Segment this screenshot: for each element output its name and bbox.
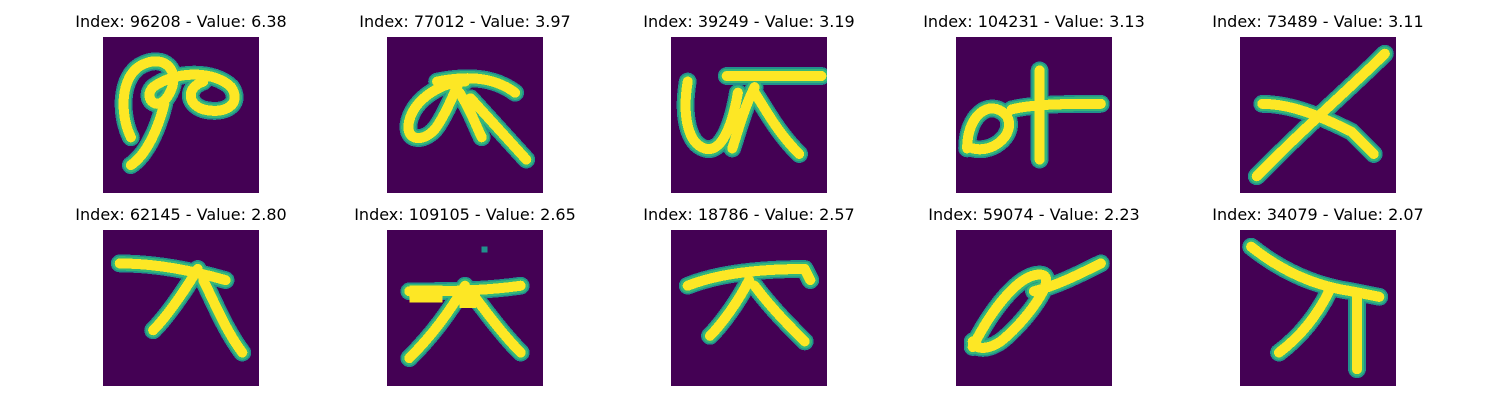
panel-10: Index: 34079 - Value: 2.07 xyxy=(1188,193,1448,393)
panel-3: Index: 39249 - Value: 3.19 xyxy=(619,0,879,200)
panel-title: Index: 39249 - Value: 3.19 xyxy=(643,12,855,31)
glyph-image xyxy=(671,37,827,193)
panel-title: Index: 73489 - Value: 3.11 xyxy=(1212,12,1424,31)
glyph-image xyxy=(103,230,259,386)
panel-8: Index: 18786 - Value: 2.57 xyxy=(619,193,879,393)
panel-title: Index: 96208 - Value: 6.38 xyxy=(75,12,287,31)
glyph-image xyxy=(387,230,543,386)
panel-5: Index: 73489 - Value: 3.11 xyxy=(1188,0,1448,200)
panel-title: Index: 62145 - Value: 2.80 xyxy=(75,205,287,224)
glyph-image xyxy=(671,230,827,386)
glyph-image xyxy=(1240,37,1396,193)
panel-title: Index: 104231 - Value: 3.13 xyxy=(923,12,1145,31)
glyph-image xyxy=(1240,230,1396,386)
glyph-image xyxy=(103,37,259,193)
glyph-image xyxy=(956,37,1112,193)
panel-1: Index: 96208 - Value: 6.38 xyxy=(51,0,311,200)
panel-title: Index: 34079 - Value: 2.07 xyxy=(1212,205,1424,224)
panel-4: Index: 104231 - Value: 3.13 xyxy=(904,0,1164,200)
glyph-image xyxy=(387,37,543,193)
panel-6: Index: 62145 - Value: 2.80 xyxy=(51,193,311,393)
panel-7: Index: 109105 - Value: 2.65 xyxy=(335,193,595,393)
panel-title: Index: 77012 - Value: 3.97 xyxy=(359,12,571,31)
glyph-image xyxy=(956,230,1112,386)
panel-title: Index: 18786 - Value: 2.57 xyxy=(643,205,855,224)
panel-title: Index: 109105 - Value: 2.65 xyxy=(354,205,576,224)
panel-9: Index: 59074 - Value: 2.23 xyxy=(904,193,1164,393)
panel-title: Index: 59074 - Value: 2.23 xyxy=(928,205,1140,224)
panel-2: Index: 77012 - Value: 3.97 xyxy=(335,0,595,200)
